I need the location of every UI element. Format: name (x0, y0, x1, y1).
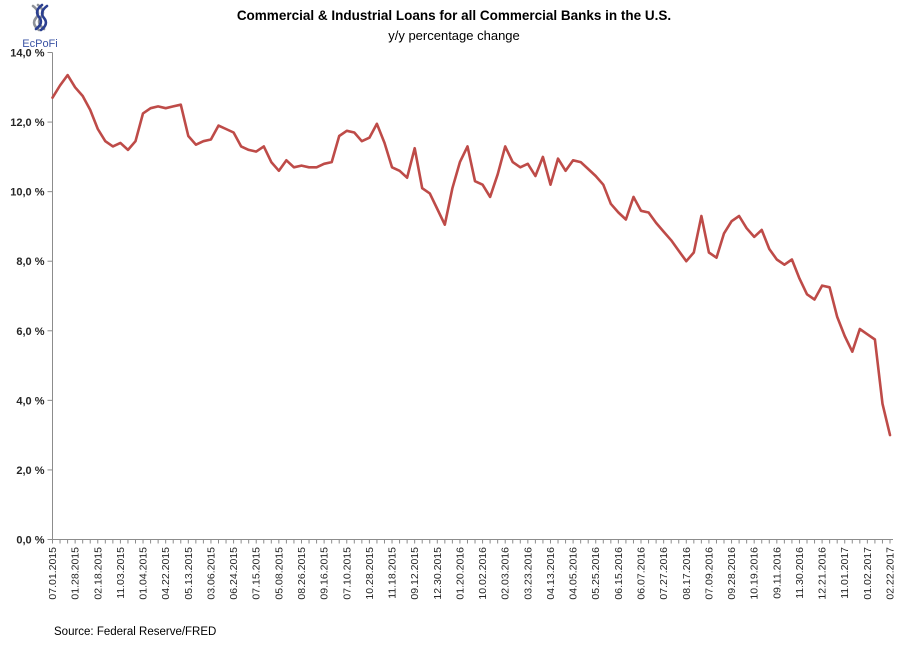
x-tick-label: 10.02.2016 (477, 547, 489, 600)
x-tick-label: 11.30.2016 (794, 547, 806, 599)
x-tick-label: 01.28.2015 (70, 547, 82, 600)
x-tick-label: 03.23.2016 (522, 547, 534, 600)
x-tick-label: 11.03.2015 (115, 547, 127, 599)
logo-text: EcPoFi (22, 38, 58, 50)
y-tick-label: 4,0 % (16, 395, 44, 407)
x-tick-label: 09.11.2016 (771, 547, 783, 599)
x-tick-label: 12.30.2015 (432, 547, 444, 600)
y-axis: 0,0 % 2,0 % 4,0 % 6,0 % 8,0 % 10,0 % 12,0 % 14,… (10, 48, 53, 547)
x-tick-label: 01.04.2015 (138, 547, 150, 600)
x-tick-label: 05.13.2015 (183, 547, 195, 600)
x-tick-label: 02.03.2016 (500, 547, 512, 600)
x-tick-label: 04.22.2015 (160, 547, 172, 600)
x-tick-label: 05.25.2016 (590, 547, 602, 600)
x-tick-label: 09.28.2016 (726, 547, 738, 600)
x-tick-label: 06.24.2015 (228, 547, 240, 600)
x-tick-label: 12.21.2016 (817, 547, 829, 600)
chart-title: Commercial & Industrial Loans for all Co… (236, 8, 672, 23)
chart-subtitle: y/y percentage change (388, 28, 520, 43)
ecpofi-logo: EcPoFi (12, 2, 68, 50)
x-tick-label: 07.27.2016 (658, 547, 670, 600)
x-tick-label: 05.08.2015 (273, 547, 285, 600)
y-tick-label: 0,0 % (16, 535, 44, 547)
x-tick-label: 10.19.2016 (749, 547, 761, 600)
x-axis: 07.01.2015 01.28.2015 02.18.2015 11.03.2015… (47, 539, 897, 600)
source-note: Source: Federal Reserve/FRED (54, 626, 217, 638)
x-tick-label: 01.20.2016 (454, 547, 466, 600)
y-tick-label: 12,0 % (10, 117, 44, 129)
loan-growth-line (51, 73, 892, 437)
x-tick-label: 07.01.2015 (47, 547, 59, 600)
x-tick-label: 09.12.2015 (409, 547, 421, 600)
y-tick-label: 10,0 % (10, 187, 44, 199)
x-tick-label: 06.07.2016 (636, 547, 648, 600)
x-tick-label: 08.26.2015 (296, 547, 308, 600)
x-tick-label: 02.22.2017 (885, 547, 897, 600)
x-tick-label: 03.06.2015 (205, 547, 217, 600)
x-tick-label: 11.01.2017 (839, 547, 851, 599)
knot-icon (31, 3, 49, 32)
x-tick-label: 07.09.2016 (703, 547, 715, 600)
y-tick-label: 6,0 % (16, 326, 44, 338)
x-tick-label: 11.18.2015 (387, 547, 399, 599)
x-tick-label: 08.17.2016 (681, 547, 693, 600)
x-tick-label: 02.18.2015 (92, 547, 104, 600)
x-tick-label: 07.15.2015 (251, 547, 263, 600)
axes (52, 52, 893, 540)
y-tick-label: 14,0 % (10, 48, 44, 60)
x-tick-label: 04.13.2016 (545, 547, 557, 600)
x-tick-label: 07.10.2015 (341, 547, 353, 600)
y-tick-label: 8,0 % (16, 256, 44, 268)
y-tick-label: 2,0 % (16, 465, 44, 477)
x-tick-label: 01.02.2017 (862, 547, 874, 600)
x-tick-label: 04.05.2016 (568, 547, 580, 600)
x-tick-label: 10.28.2015 (364, 547, 376, 600)
x-tick-label: 06.15.2016 (613, 547, 625, 600)
x-tick-label: 09.16.2015 (319, 547, 331, 600)
